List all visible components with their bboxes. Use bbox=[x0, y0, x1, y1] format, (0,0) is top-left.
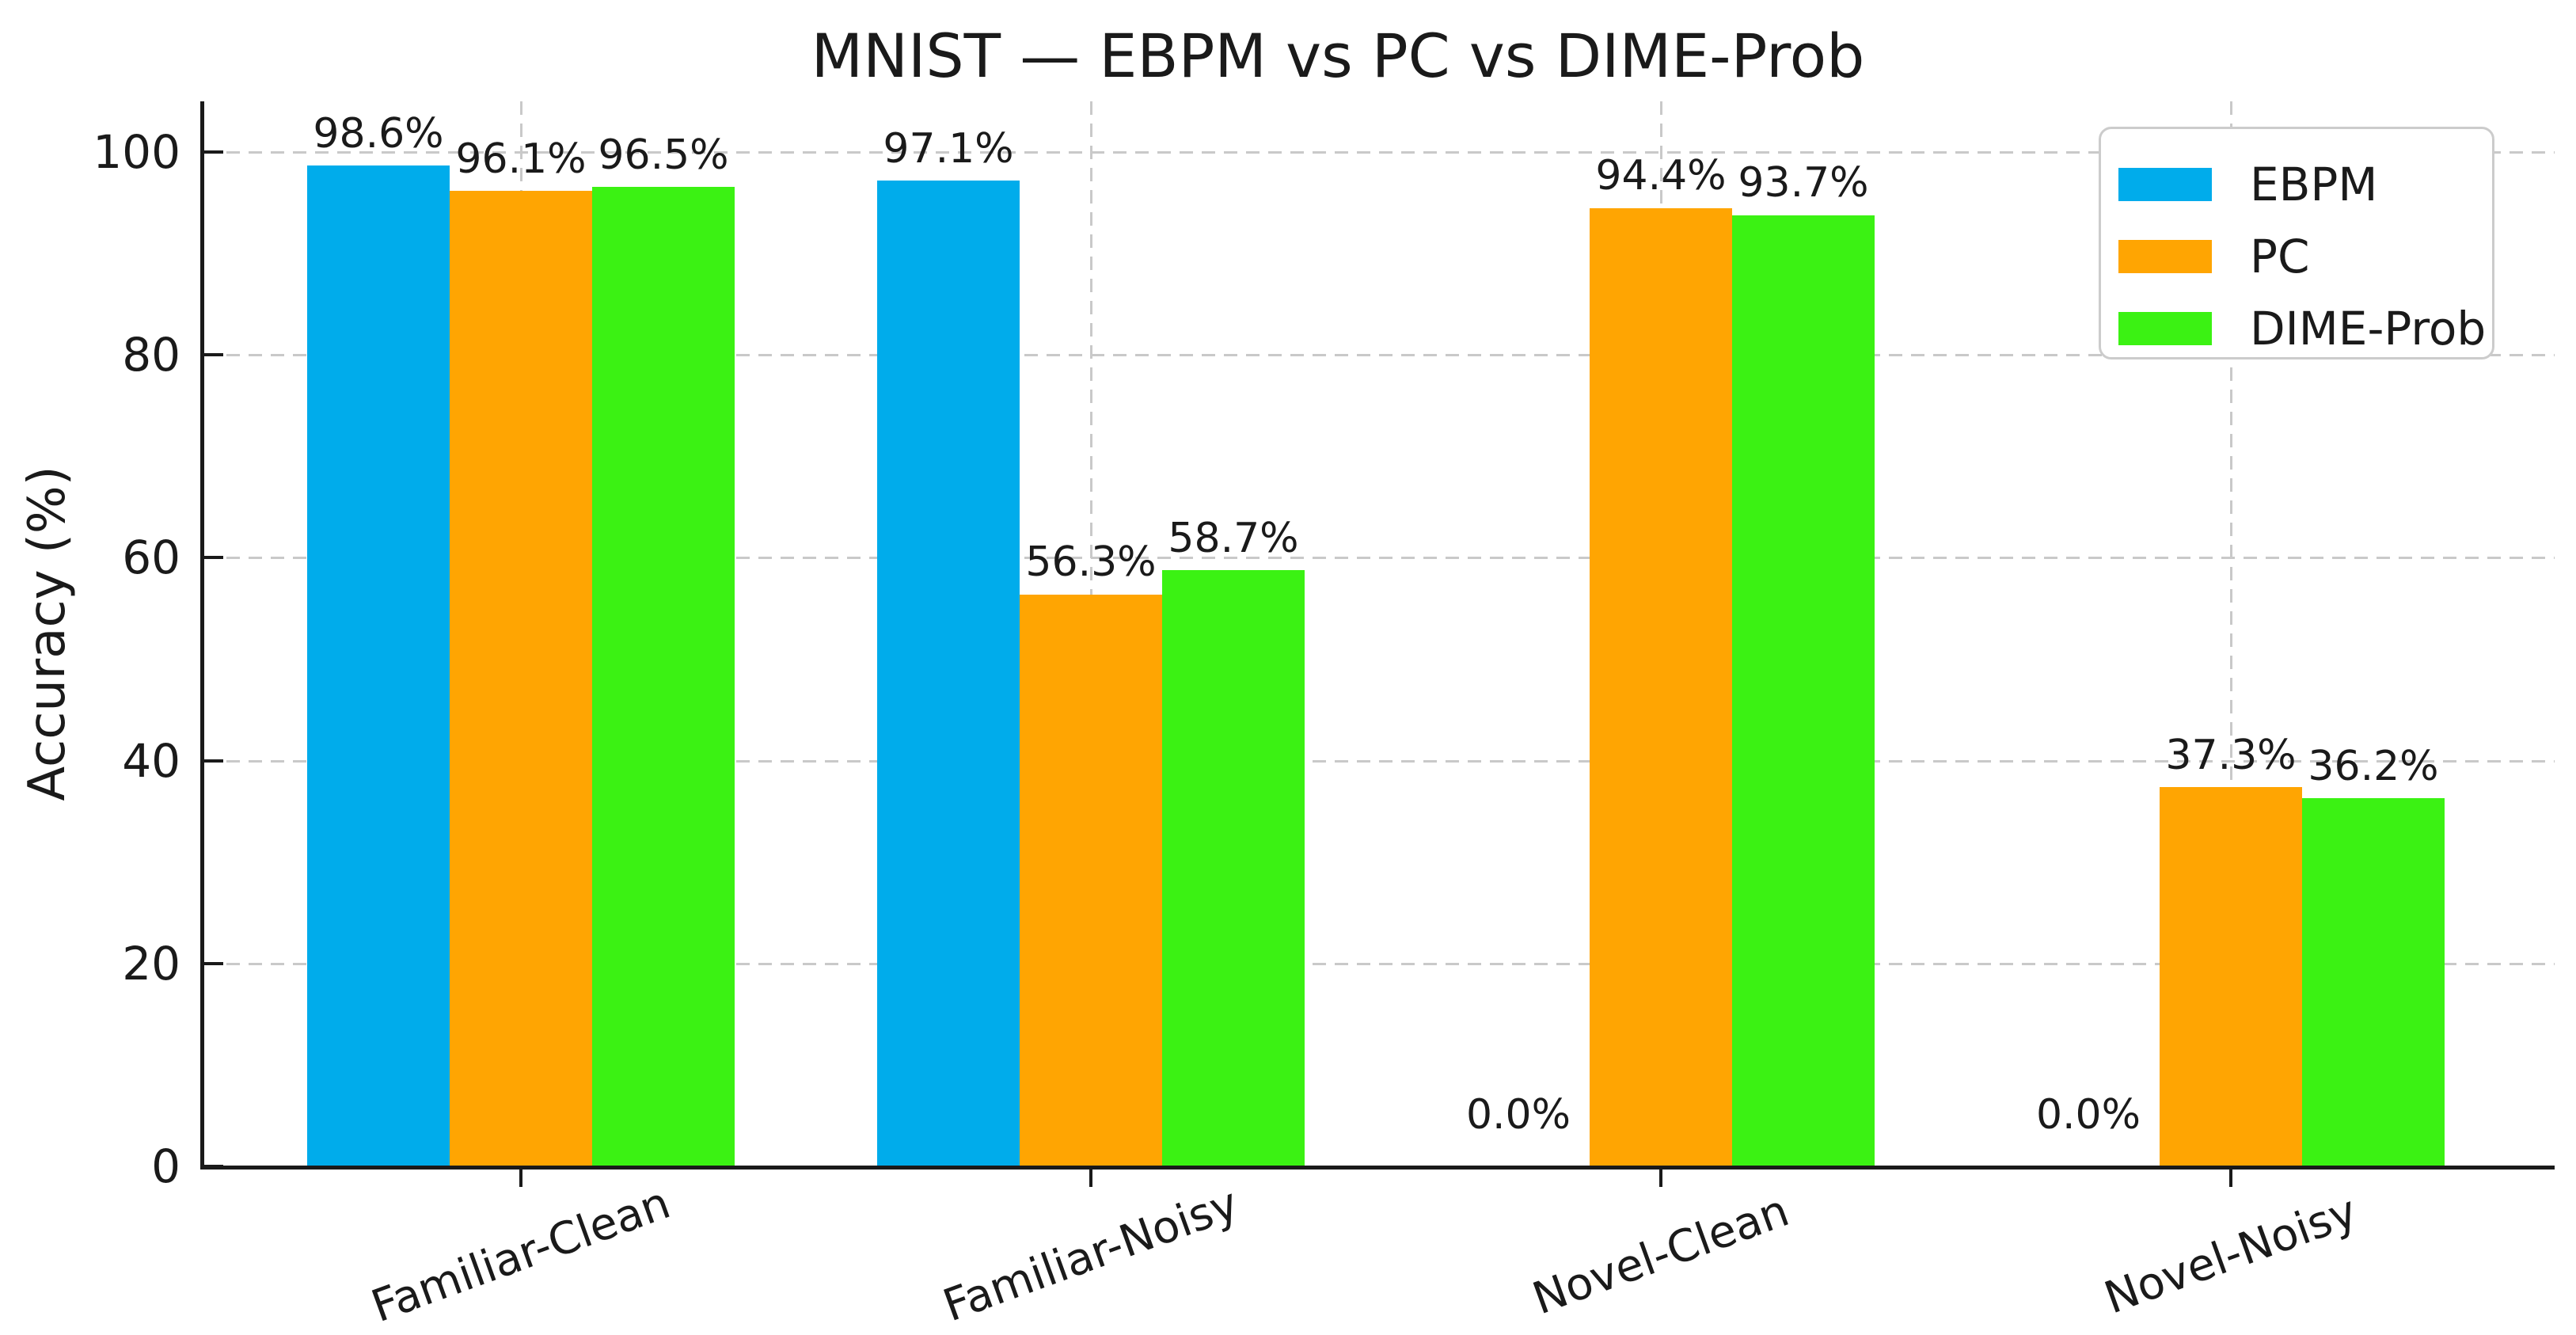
y-tick-label: 0 bbox=[151, 1139, 180, 1193]
bar-pc-2 bbox=[1590, 207, 1732, 1166]
value-label: 37.3% bbox=[2165, 731, 2297, 779]
legend-label: EBPM bbox=[2250, 157, 2378, 211]
y-tick-label: 80 bbox=[122, 328, 180, 382]
y-tick-mark bbox=[204, 353, 223, 357]
gridline-horizontal bbox=[204, 557, 2555, 560]
x-tick-mark bbox=[2229, 1170, 2232, 1187]
legend-item-dime-prob: DIME-Prob bbox=[2101, 292, 2492, 364]
x-tick-label: Novel-Noisy bbox=[2098, 1185, 2364, 1325]
value-label: 98.6% bbox=[313, 109, 444, 158]
value-label: 36.2% bbox=[2308, 742, 2439, 790]
y-tick-mark bbox=[204, 759, 223, 763]
x-tick-mark bbox=[519, 1170, 522, 1187]
legend: EBPM PC DIME-Prob bbox=[2099, 127, 2494, 359]
legend-item-pc: PC bbox=[2101, 220, 2492, 292]
value-label: 56.3% bbox=[1025, 538, 1157, 587]
bar-dime-prob-3 bbox=[2302, 798, 2445, 1166]
legend-item-ebpm: EBPM bbox=[2101, 148, 2492, 220]
x-tick-label: Familiar-Clean bbox=[365, 1177, 677, 1333]
value-label: 96.5% bbox=[598, 131, 729, 179]
bar-pc-3 bbox=[2160, 787, 2302, 1166]
chart-title: MNIST — EBPM vs PC vs DIME-Prob bbox=[811, 21, 1865, 91]
bar-dime-prob-0 bbox=[592, 186, 735, 1166]
gridline-horizontal bbox=[204, 759, 2555, 763]
y-axis-spine bbox=[200, 101, 204, 1170]
x-tick-label: Novel-Clean bbox=[1525, 1185, 1796, 1325]
legend-label: DIME-Prob bbox=[2250, 301, 2487, 356]
bar-ebpm-1 bbox=[877, 181, 1020, 1166]
y-tick-mark bbox=[204, 150, 223, 154]
y-tick-label: 60 bbox=[122, 531, 180, 585]
y-tick-mark bbox=[204, 1165, 223, 1168]
gridline-horizontal bbox=[204, 962, 2555, 965]
value-label: 96.1% bbox=[455, 135, 587, 183]
gridline-horizontal bbox=[204, 151, 2555, 154]
gridline-horizontal bbox=[204, 354, 2555, 357]
value-label: 97.1% bbox=[883, 124, 1014, 173]
y-tick-label: 40 bbox=[122, 733, 180, 788]
y-tick-label: 20 bbox=[122, 936, 180, 991]
value-label: 94.4% bbox=[1595, 152, 1727, 200]
bar-dime-prob-2 bbox=[1732, 215, 1875, 1166]
value-label: 0.0% bbox=[2035, 1090, 2141, 1139]
legend-label: PC bbox=[2250, 229, 2310, 283]
y-tick-label: 100 bbox=[93, 125, 180, 180]
legend-swatch-ebpm bbox=[2118, 167, 2212, 201]
plot-area: 98.6% 97.1% 0.0% 0.0% 96.1% 56.3% 94.4% 37.3% 96… bbox=[200, 101, 2555, 1187]
x-tick-mark bbox=[1659, 1170, 1662, 1187]
x-axis-spine bbox=[200, 1166, 2555, 1170]
x-tick-mark bbox=[1089, 1170, 1092, 1187]
bar-pc-1 bbox=[1020, 594, 1162, 1166]
bar-dime-prob-1 bbox=[1162, 570, 1305, 1166]
value-label: 93.7% bbox=[1738, 159, 1869, 207]
value-label: 58.7% bbox=[1168, 514, 1299, 562]
value-label: 0.0% bbox=[1465, 1090, 1571, 1139]
y-tick-mark bbox=[204, 961, 223, 965]
bar-ebpm-0 bbox=[307, 165, 450, 1166]
x-tick-label: Familiar-Noisy bbox=[937, 1177, 1245, 1333]
legend-swatch-dime-prob bbox=[2118, 311, 2212, 345]
y-tick-mark bbox=[204, 556, 223, 560]
gridline-vertical bbox=[2230, 101, 2232, 1166]
legend-swatch-pc bbox=[2118, 239, 2212, 273]
bar-pc-0 bbox=[450, 191, 592, 1166]
